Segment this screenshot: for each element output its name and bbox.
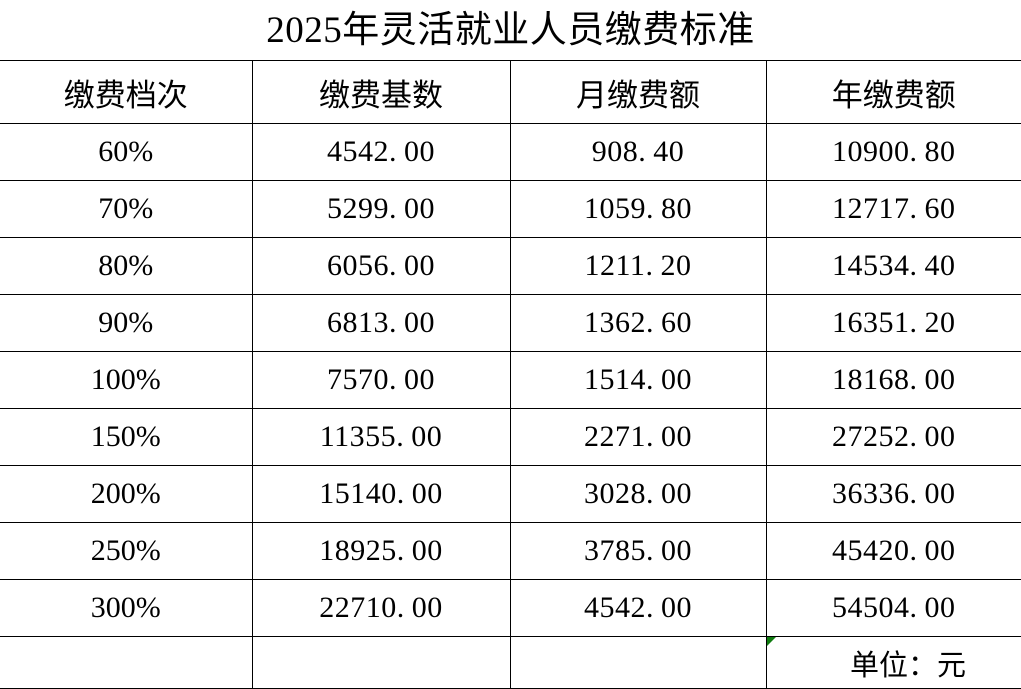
cell-monthly: 1211. 20 [509,237,767,295]
cell-monthly: 3028. 00 [509,465,767,523]
cell-monthly: 1514. 00 [509,351,767,409]
column-header-base: 缴费基数 [251,60,511,124]
cell-monthly: 2271. 00 [509,408,767,466]
cell-yearly: 14534. 40 [765,237,1021,295]
table-row: 80% 6056. 00 1211. 20 14534. 40 [0,237,1021,295]
unit-note-cell: 单位：元 [765,636,1021,689]
title-row: 2025年灵活就业人员缴费标准 [0,0,1021,60]
cell-base: 4542. 00 [251,123,511,181]
cell-tier: 90% [0,294,253,352]
cell-base: 15140. 00 [251,465,511,523]
cell-tier: 60% [0,123,253,181]
table-row: 150% 11355. 00 2271. 00 27252. 00 [0,408,1021,466]
cell-tier: 300% [0,579,253,637]
cell-base: 22710. 00 [251,579,511,637]
cell-base: 5299. 00 [251,180,511,238]
cell-yearly: 18168. 00 [765,351,1021,409]
footer-cell-empty-1 [0,636,253,689]
column-header-monthly: 月缴费额 [509,60,767,124]
cell-tier: 100% [0,351,253,409]
cell-tier: 250% [0,522,253,580]
contribution-standard-table: 缴费档次 缴费基数 月缴费额 年缴费额 60% 4542. 00 908. 40 1090… [0,60,1021,689]
cell-base: 6813. 00 [251,294,511,352]
cell-monthly: 4542. 00 [509,579,767,637]
table-row: 90% 6813. 00 1362. 60 16351. 20 [0,294,1021,352]
cell-tier: 70% [0,180,253,238]
table-row: 70% 5299. 00 1059. 80 12717. 60 [0,180,1021,238]
cell-yearly: 27252. 00 [765,408,1021,466]
column-header-tier: 缴费档次 [0,60,253,124]
table-row: 200% 15140. 00 3028. 00 36336. 00 [0,465,1021,523]
cell-tier: 80% [0,237,253,295]
cell-yearly: 45420. 00 [765,522,1021,580]
cell-tier: 200% [0,465,253,523]
page-title: 2025年灵活就业人员缴费标准 [266,9,755,51]
table-body: 60% 4542. 00 908. 40 10900. 80 70% 5299. 00 1059. 8… [0,123,1021,637]
footer-cell-empty-2 [251,636,511,689]
cell-monthly: 1059. 80 [509,180,767,238]
cell-monthly: 3785. 00 [509,522,767,580]
table-footer-row: 单位：元 [0,636,1021,689]
unit-note-label: 单位：元 [849,647,966,682]
cell-yearly: 16351. 20 [765,294,1021,352]
cell-tier: 150% [0,408,253,466]
cell-base: 18925. 00 [251,522,511,580]
cell-base: 11355. 00 [251,408,511,466]
cell-yearly: 12717. 60 [765,180,1021,238]
comment-flag-icon [766,637,776,646]
cell-yearly: 10900. 80 [765,123,1021,181]
cell-yearly: 36336. 00 [765,465,1021,523]
cell-monthly: 1362. 60 [509,294,767,352]
cell-yearly: 54504. 00 [765,579,1021,637]
cell-base: 6056. 00 [251,237,511,295]
cell-monthly: 908. 40 [509,123,767,181]
table-row: 100% 7570. 00 1514. 00 18168. 00 [0,351,1021,409]
table-row: 300% 22710. 00 4542. 00 54504. 00 [0,579,1021,637]
table-row: 60% 4542. 00 908. 40 10900. 80 [0,123,1021,181]
table-row: 250% 18925. 00 3785. 00 45420. 00 [0,522,1021,580]
footer-cell-empty-3 [509,636,767,689]
table-header-row: 缴费档次 缴费基数 月缴费额 年缴费额 [0,60,1021,124]
cell-base: 7570. 00 [251,351,511,409]
column-header-yearly: 年缴费额 [765,60,1021,124]
